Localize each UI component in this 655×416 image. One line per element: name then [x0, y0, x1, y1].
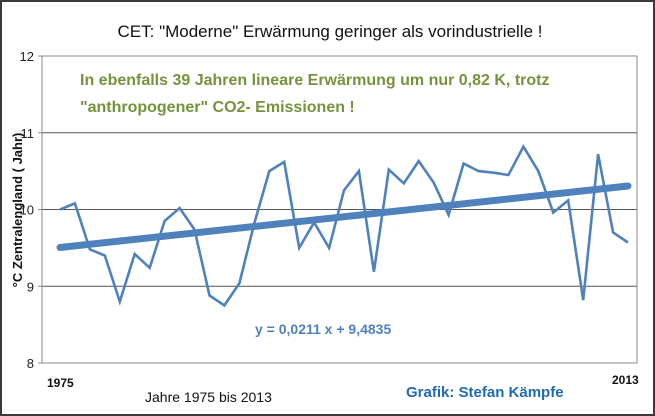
y-tick-label-12: 12	[20, 49, 34, 64]
y-tick-label-11: 11	[21, 126, 35, 141]
series-group	[56, 143, 632, 308]
trend-line	[56, 182, 632, 252]
y-tick-label-10: 10	[20, 203, 34, 218]
series-line	[59, 143, 629, 308]
annotation-line-2: "anthropogener" CO2- Emissionen !	[80, 99, 355, 116]
x-start-label: 1975	[47, 376, 74, 390]
x-end-label: 2013	[612, 373, 639, 387]
y-tick-label-9: 9	[27, 279, 34, 294]
y-axis-label: °C Zentralengland ( Jahr)	[10, 133, 25, 288]
chart-title: CET: "Moderne" Erwärmung geringer als vo…	[118, 22, 543, 41]
trend-equation: y = 0,0211 x + 9,4835	[255, 321, 391, 337]
annotation-line-1: In ebenfalls 39 Jahren lineare Erwärmung…	[80, 72, 549, 89]
x-axis-label: Jahre 1975 bis 2013	[145, 389, 272, 405]
y-tick-label-8: 8	[27, 356, 34, 371]
credit-label: Grafik: Stefan Kämpfe	[406, 384, 564, 401]
y-axis-ticks: 8 9 10 11 12	[20, 49, 42, 371]
